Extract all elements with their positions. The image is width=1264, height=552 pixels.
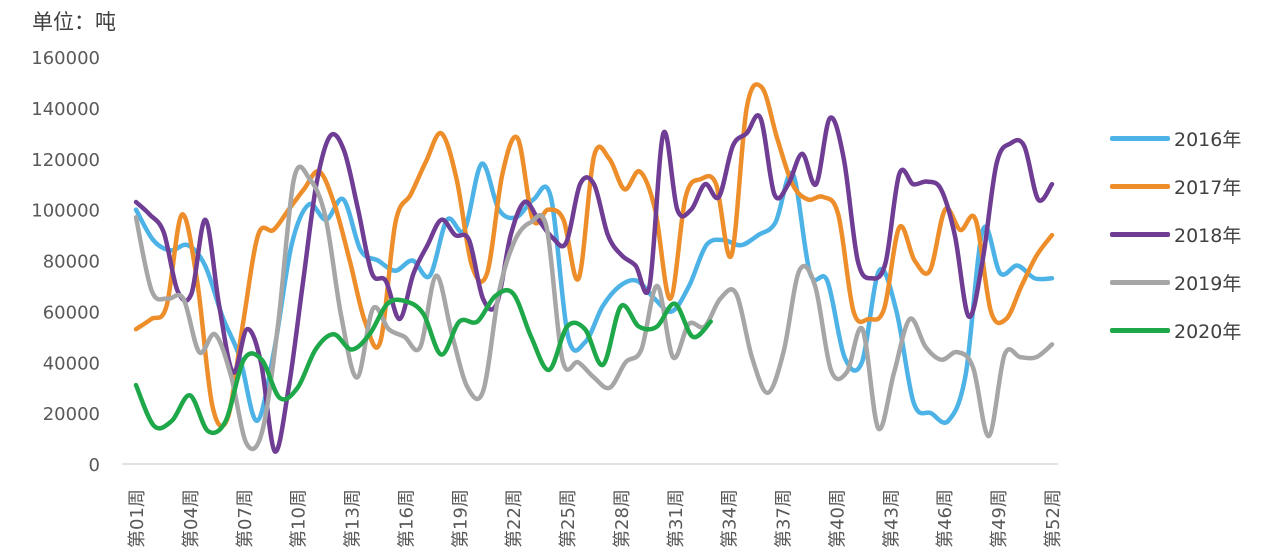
legend-label: 2017年 [1174, 176, 1242, 199]
x-tick-label: 第04周 [181, 489, 202, 548]
series-line-2 [133, 113, 1055, 454]
x-tick-label: 第25周 [558, 489, 579, 548]
series-lines [133, 82, 1055, 454]
unit-label: 单位：吨 [32, 10, 116, 34]
x-tick-label: 第37周 [774, 489, 795, 548]
legend-label: 2018年 [1174, 224, 1242, 247]
y-tick-label: 40000 [43, 353, 100, 374]
y-tick-label: 160000 [31, 48, 100, 69]
x-tick-label: 第49周 [989, 489, 1010, 548]
x-axis-ticks: 第01周 第04周 第07周 第10周 第13周 第16周 第19周 第22周 第25周 第28周… [127, 489, 1064, 548]
legend-swatch [1110, 135, 1170, 141]
x-tick-label: 第16周 [396, 489, 417, 548]
y-tick-label: 20000 [43, 404, 100, 425]
x-tick-label: 第19周 [450, 489, 471, 548]
x-tick-label: 第52周 [1043, 489, 1064, 548]
legend-item: 2017年 [1110, 162, 1241, 210]
x-tick-label: 第40周 [827, 489, 848, 548]
y-tick-label: 0 [89, 455, 100, 476]
x-tick-label: 第43周 [881, 489, 902, 548]
x-tick-label: 第22周 [504, 489, 525, 548]
legend-swatch [1110, 327, 1170, 333]
series-line-4 [133, 287, 713, 436]
legend: 2016年 2017年 2018年 2019年 2020年 [1110, 114, 1241, 354]
legend-item: 2020年 [1110, 306, 1241, 354]
y-tick-label: 120000 [31, 150, 100, 171]
x-tick-label: 第31周 [666, 489, 687, 548]
legend-label: 2019年 [1174, 272, 1242, 295]
x-tick-label: 第07周 [235, 489, 256, 548]
x-tick-label: 第13周 [343, 489, 364, 548]
y-tick-label: 60000 [43, 302, 100, 323]
legend-label: 2020年 [1174, 320, 1242, 343]
y-tick-label: 140000 [31, 99, 100, 120]
legend-item: 2018年 [1110, 210, 1241, 258]
legend-swatch [1110, 183, 1170, 189]
x-tick-label: 第28周 [612, 489, 633, 548]
y-tick-label: 80000 [43, 252, 100, 273]
series-line-3 [133, 164, 1055, 452]
x-tick-label: 第46周 [935, 489, 956, 548]
legend-label: 2016年 [1174, 128, 1242, 151]
legend-swatch [1110, 231, 1170, 237]
series-line-1 [133, 82, 1055, 429]
x-tick-label: 第01周 [127, 489, 148, 548]
legend-swatch [1110, 279, 1170, 285]
y-axis-ticks: 0 20000 40000 60000 80000 100000 120000 140000 1… [31, 48, 100, 476]
y-tick-label: 100000 [31, 201, 100, 222]
series-line-0 [133, 161, 1055, 425]
legend-item: 2016年 [1110, 114, 1241, 162]
x-tick-label: 第10周 [289, 489, 310, 548]
x-tick-label: 第34周 [720, 489, 741, 548]
legend-item: 2019年 [1110, 258, 1241, 306]
